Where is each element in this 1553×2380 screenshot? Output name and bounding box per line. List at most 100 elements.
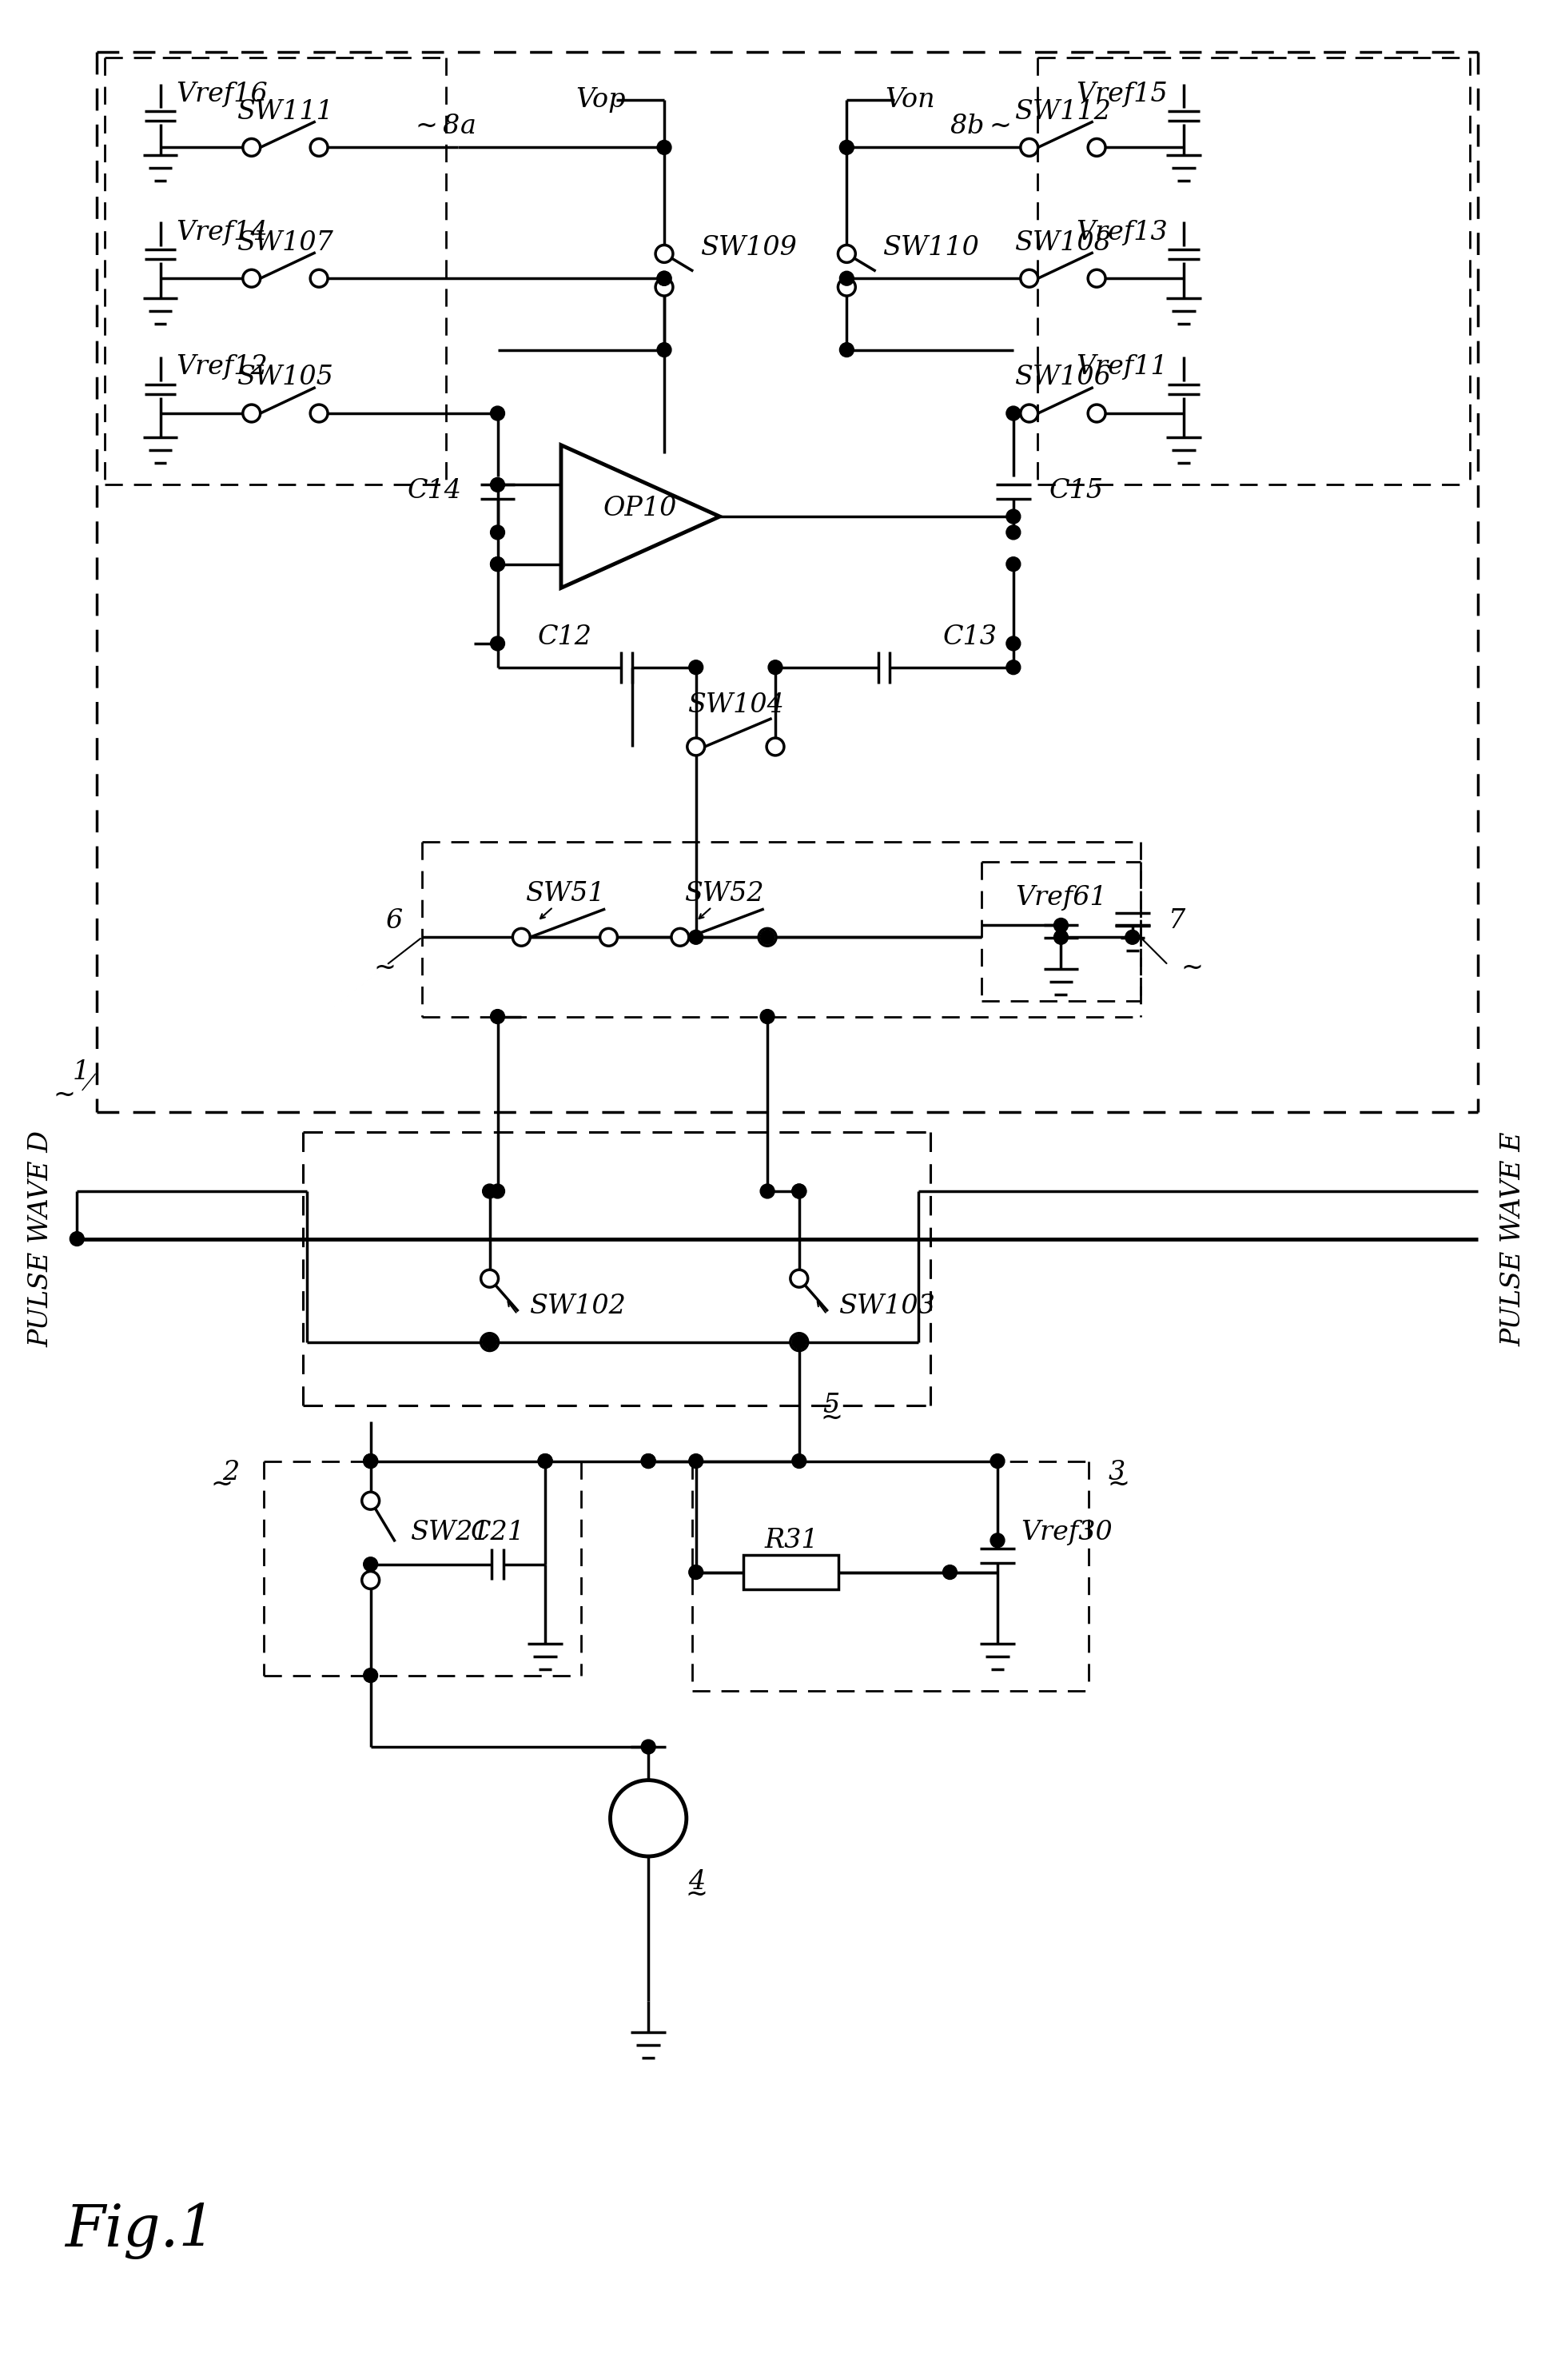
Text: 2: 2 <box>222 1461 239 1485</box>
Text: $\sim$: $\sim$ <box>680 1880 707 1906</box>
Circle shape <box>767 738 784 754</box>
Circle shape <box>792 1183 806 1200</box>
Circle shape <box>363 1454 377 1468</box>
Text: SW52: SW52 <box>683 881 764 907</box>
Circle shape <box>792 1454 806 1468</box>
Circle shape <box>991 1533 1005 1547</box>
Text: Vin: Vin <box>626 1806 671 1830</box>
Circle shape <box>1126 931 1140 945</box>
Text: Vref16: Vref16 <box>175 81 267 107</box>
Text: SW106: SW106 <box>1014 364 1112 390</box>
Text: $\sim$: $\sim$ <box>48 1081 75 1107</box>
Text: Vref11: Vref11 <box>1076 355 1168 381</box>
Circle shape <box>514 931 528 945</box>
Circle shape <box>641 1454 655 1468</box>
Circle shape <box>657 140 671 155</box>
Circle shape <box>483 1335 497 1349</box>
Text: $\sim$: $\sim$ <box>368 954 394 981</box>
Bar <box>744 1554 839 1590</box>
Circle shape <box>491 557 505 571</box>
Text: $\sim$: $\sim$ <box>205 1471 231 1497</box>
Circle shape <box>481 1271 499 1288</box>
Circle shape <box>991 1454 1005 1468</box>
Circle shape <box>671 928 690 945</box>
Text: $\sim$: $\sim$ <box>1176 954 1202 981</box>
Circle shape <box>491 407 505 421</box>
Circle shape <box>1089 405 1106 421</box>
Circle shape <box>1006 407 1020 421</box>
Circle shape <box>690 1454 704 1468</box>
Text: $\sim$: $\sim$ <box>815 1404 842 1430</box>
Text: SW21: SW21 <box>410 1521 489 1545</box>
Text: 1: 1 <box>73 1059 90 1085</box>
Text: OP10: OP10 <box>604 495 677 521</box>
Text: C13: C13 <box>943 624 997 650</box>
Circle shape <box>790 1271 808 1288</box>
Text: Von: Von <box>885 88 935 112</box>
Circle shape <box>491 1183 505 1200</box>
Text: 7: 7 <box>1168 909 1185 933</box>
Text: SW102: SW102 <box>530 1292 626 1319</box>
Text: PULSE WAVE E: PULSE WAVE E <box>1500 1130 1527 1347</box>
Circle shape <box>242 405 261 421</box>
Circle shape <box>491 1009 505 1023</box>
Circle shape <box>943 1566 957 1580</box>
Circle shape <box>655 245 672 262</box>
Text: C15: C15 <box>1050 478 1104 505</box>
Circle shape <box>1020 138 1037 157</box>
Circle shape <box>790 1333 808 1352</box>
Circle shape <box>769 659 783 674</box>
Text: SW105: SW105 <box>238 364 334 390</box>
Circle shape <box>491 557 505 571</box>
Circle shape <box>242 269 261 288</box>
Text: C21: C21 <box>471 1521 525 1545</box>
Circle shape <box>1054 919 1068 933</box>
Circle shape <box>363 1557 377 1571</box>
Circle shape <box>759 928 776 945</box>
Circle shape <box>641 1740 655 1754</box>
Text: $\sim$: $\sim$ <box>1103 1471 1129 1497</box>
Circle shape <box>761 1009 775 1023</box>
Text: Vref13: Vref13 <box>1076 219 1168 245</box>
Circle shape <box>1006 659 1020 674</box>
Text: Vref15: Vref15 <box>1076 81 1168 107</box>
Circle shape <box>839 278 856 295</box>
Circle shape <box>840 343 854 357</box>
Circle shape <box>363 1454 377 1468</box>
Circle shape <box>690 659 704 674</box>
Text: Vop: Vop <box>576 88 626 112</box>
Text: 8b$\sim$: 8b$\sim$ <box>950 114 1011 138</box>
Circle shape <box>1006 557 1020 571</box>
Circle shape <box>657 343 671 357</box>
Circle shape <box>1006 526 1020 540</box>
Text: R31: R31 <box>764 1528 818 1554</box>
Circle shape <box>761 1183 775 1200</box>
Text: SW51: SW51 <box>525 881 604 907</box>
Text: SW103: SW103 <box>839 1292 935 1319</box>
Circle shape <box>792 1335 806 1349</box>
Text: Vref12: Vref12 <box>175 355 267 381</box>
Circle shape <box>242 138 261 157</box>
Circle shape <box>537 1454 553 1468</box>
Circle shape <box>655 278 672 295</box>
Circle shape <box>599 928 618 945</box>
Circle shape <box>610 1780 686 1856</box>
Circle shape <box>1089 138 1106 157</box>
Text: 6: 6 <box>385 909 402 933</box>
Text: 5: 5 <box>823 1392 840 1418</box>
Text: SW111: SW111 <box>238 100 334 124</box>
Circle shape <box>311 138 328 157</box>
Text: Fig.1: Fig.1 <box>65 2202 216 2259</box>
Circle shape <box>1020 269 1037 288</box>
Circle shape <box>657 271 671 286</box>
Circle shape <box>311 405 328 421</box>
Circle shape <box>690 931 704 945</box>
Circle shape <box>1020 405 1037 421</box>
Circle shape <box>688 738 705 754</box>
Circle shape <box>1006 509 1020 524</box>
Circle shape <box>792 1183 806 1200</box>
Circle shape <box>1054 931 1068 945</box>
Circle shape <box>761 931 775 945</box>
Text: SW108: SW108 <box>1014 231 1112 255</box>
Circle shape <box>840 271 854 286</box>
